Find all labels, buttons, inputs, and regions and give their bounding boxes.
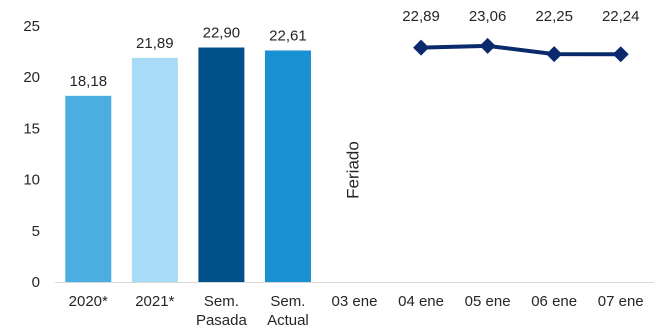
line-path bbox=[421, 43, 621, 57]
line-series: 22,89 23,06 22,25 22,24 bbox=[402, 8, 640, 63]
x-tick-label: 2021* bbox=[135, 293, 174, 310]
bar bbox=[198, 47, 245, 283]
bar bbox=[131, 57, 178, 282]
bar-data-label: 22,61 bbox=[269, 27, 307, 44]
x-tick-label: 05 ene bbox=[465, 293, 511, 310]
annotations: Feriado bbox=[344, 141, 363, 199]
x-tick-label: 03 ene bbox=[332, 293, 378, 310]
line-point-marker bbox=[413, 39, 430, 56]
x-tick-label: Sem. Actual bbox=[267, 293, 309, 329]
bar-data-label: 22,90 bbox=[203, 25, 241, 42]
y-tick-label: 25 bbox=[23, 18, 40, 35]
x-tick-label: 06 ene bbox=[531, 293, 577, 310]
x-tick-label: 07 ene bbox=[598, 293, 644, 310]
bar bbox=[65, 95, 112, 283]
line-point-marker bbox=[479, 37, 496, 54]
line-data-label: 22,24 bbox=[602, 8, 640, 25]
y-axis: 0 5 10 15 20 25 bbox=[23, 18, 40, 291]
x-tick-label: 2020* bbox=[69, 293, 108, 310]
annotation-feriado: Feriado bbox=[344, 141, 363, 199]
line-data-label: 22,89 bbox=[402, 8, 440, 25]
y-tick-label: 10 bbox=[23, 172, 40, 189]
line-point-marker bbox=[546, 46, 563, 63]
y-tick-label: 0 bbox=[32, 274, 40, 291]
bar bbox=[264, 50, 311, 282]
y-tick-label: 5 bbox=[32, 223, 40, 240]
x-tick-label: Sem. Pasada bbox=[196, 293, 248, 329]
bar-labels: 18,18 21,89 22,90 22,61 bbox=[70, 25, 307, 90]
bar-data-label: 21,89 bbox=[136, 35, 174, 52]
y-tick-label: 20 bbox=[23, 69, 40, 86]
line-point-marker bbox=[612, 46, 629, 63]
y-tick-label: 15 bbox=[23, 120, 40, 137]
line-data-label: 23,06 bbox=[469, 8, 507, 25]
bar-data-label: 18,18 bbox=[70, 73, 108, 90]
line-data-label: 22,25 bbox=[535, 8, 573, 25]
x-tick-label: 04 ene bbox=[398, 293, 444, 310]
x-axis: 2020* 2021* Sem. Pasada Sem. Actual 03 ene 04 e… bbox=[55, 282, 654, 329]
bars bbox=[65, 47, 311, 283]
